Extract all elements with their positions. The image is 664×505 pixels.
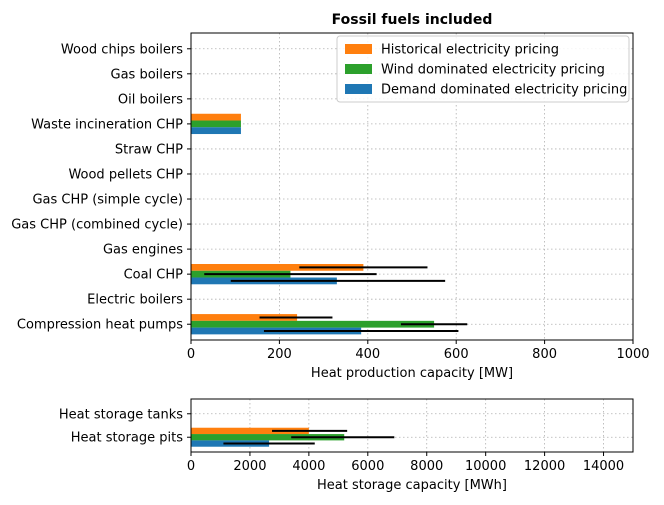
- y-tick-label-wood-pellets-chp: Wood pellets CHP: [68, 167, 183, 182]
- x-tick-label: 12000: [524, 459, 565, 474]
- x-tick-label: 10000: [465, 459, 506, 474]
- bar-historical-electricity-pricing-waste-incineration-chp: [191, 113, 241, 121]
- y-tick-label-coal-chp: Coal CHP: [124, 268, 184, 283]
- x-tick-label: 14000: [583, 459, 624, 474]
- y-tick-label-gas-chp-combined-cycle: Gas CHP (combined cycle): [11, 218, 183, 233]
- legend-swatch-historical-electricity-pricing: [345, 44, 372, 54]
- legend: Historical electricity pricing Wind domin…: [336, 35, 630, 103]
- legend-label-historical-electricity-pricing: Historical electricity pricing: [381, 43, 559, 58]
- bar-wind-dominated-electricity-pricing-heat-storage-pits: [191, 434, 345, 441]
- x-tick-label: 1000: [616, 347, 649, 362]
- x-tick-label: 400: [355, 347, 380, 362]
- y-tick-label-gas-boilers: Gas boilers: [111, 67, 184, 82]
- x-tick-label: 600: [444, 347, 469, 362]
- bar-historical-electricity-pricing-coal-chp: [191, 264, 364, 271]
- bar-historical-electricity-pricing-compression-heat-pumps: [191, 314, 298, 321]
- x-axis-label: Heat production capacity [MW]: [311, 366, 513, 381]
- y-tick-label-straw-chp: Straw CHP: [115, 142, 183, 157]
- y-tick-label-gas-chp-simple-cycle: Gas CHP (simple cycle): [32, 193, 183, 208]
- y-tick-label-oil-boilers: Oil boilers: [118, 92, 183, 107]
- legend-label-demand-dominated-electricity-pricing: Demand dominated electricity pricing: [381, 83, 627, 98]
- x-axis-label: Heat storage capacity [MWh]: [317, 478, 507, 493]
- legend-label-wind-dominated-electricity-pricing: Wind dominated electricity pricing: [381, 63, 605, 78]
- x-tick-label: 8000: [410, 459, 443, 474]
- x-tick-label: 800: [532, 347, 557, 362]
- y-tick-label-gas-engines: Gas engines: [103, 243, 183, 258]
- x-tick-label: 2000: [233, 459, 266, 474]
- y-tick-label-compression-heat-pumps: Compression heat pumps: [17, 318, 183, 333]
- plot-frame: [190, 398, 634, 453]
- legend-swatch-demand-dominated-electricity-pricing: [345, 84, 372, 94]
- plot-frame: [190, 32, 634, 341]
- y-tick-label-heat-storage-tanks: Heat storage tanks: [59, 407, 183, 422]
- x-tick-label: 0: [187, 459, 195, 474]
- y-tick-label-wood-chips-boilers: Wood chips boilers: [61, 42, 183, 57]
- bar-historical-electricity-pricing-heat-storage-pits: [191, 427, 309, 435]
- production-capacity-chart: 0 200 400 600 800 1000 Wood chips boilers Gas b…: [11, 32, 650, 381]
- x-tick-label: 0: [187, 347, 195, 362]
- x-tick-label: 200: [267, 347, 292, 362]
- bar-wind-dominated-electricity-pricing-compression-heat-pumps: [191, 320, 435, 328]
- bar-wind-dominated-electricity-pricing-waste-incineration-chp: [191, 120, 241, 128]
- chart-title: Fossil fuels included: [332, 12, 493, 28]
- y-tick-label-electric-boilers: Electric boilers: [87, 293, 183, 308]
- legend-swatch-wind-dominated-electricity-pricing: [345, 64, 372, 74]
- y-tick-label-heat-storage-pits: Heat storage pits: [71, 431, 183, 446]
- bar-demand-dominated-electricity-pricing-waste-incineration-chp: [191, 127, 241, 135]
- y-tick-label-waste-incineration-chp: Waste incineration CHP: [31, 117, 183, 132]
- storage-capacity-chart: 0 2000 4000 6000 8000 10000 12000 14000 Heat sto…: [59, 398, 634, 493]
- legend-box: [336, 35, 630, 103]
- x-tick-label: 4000: [292, 459, 325, 474]
- x-tick-label: 6000: [351, 459, 384, 474]
